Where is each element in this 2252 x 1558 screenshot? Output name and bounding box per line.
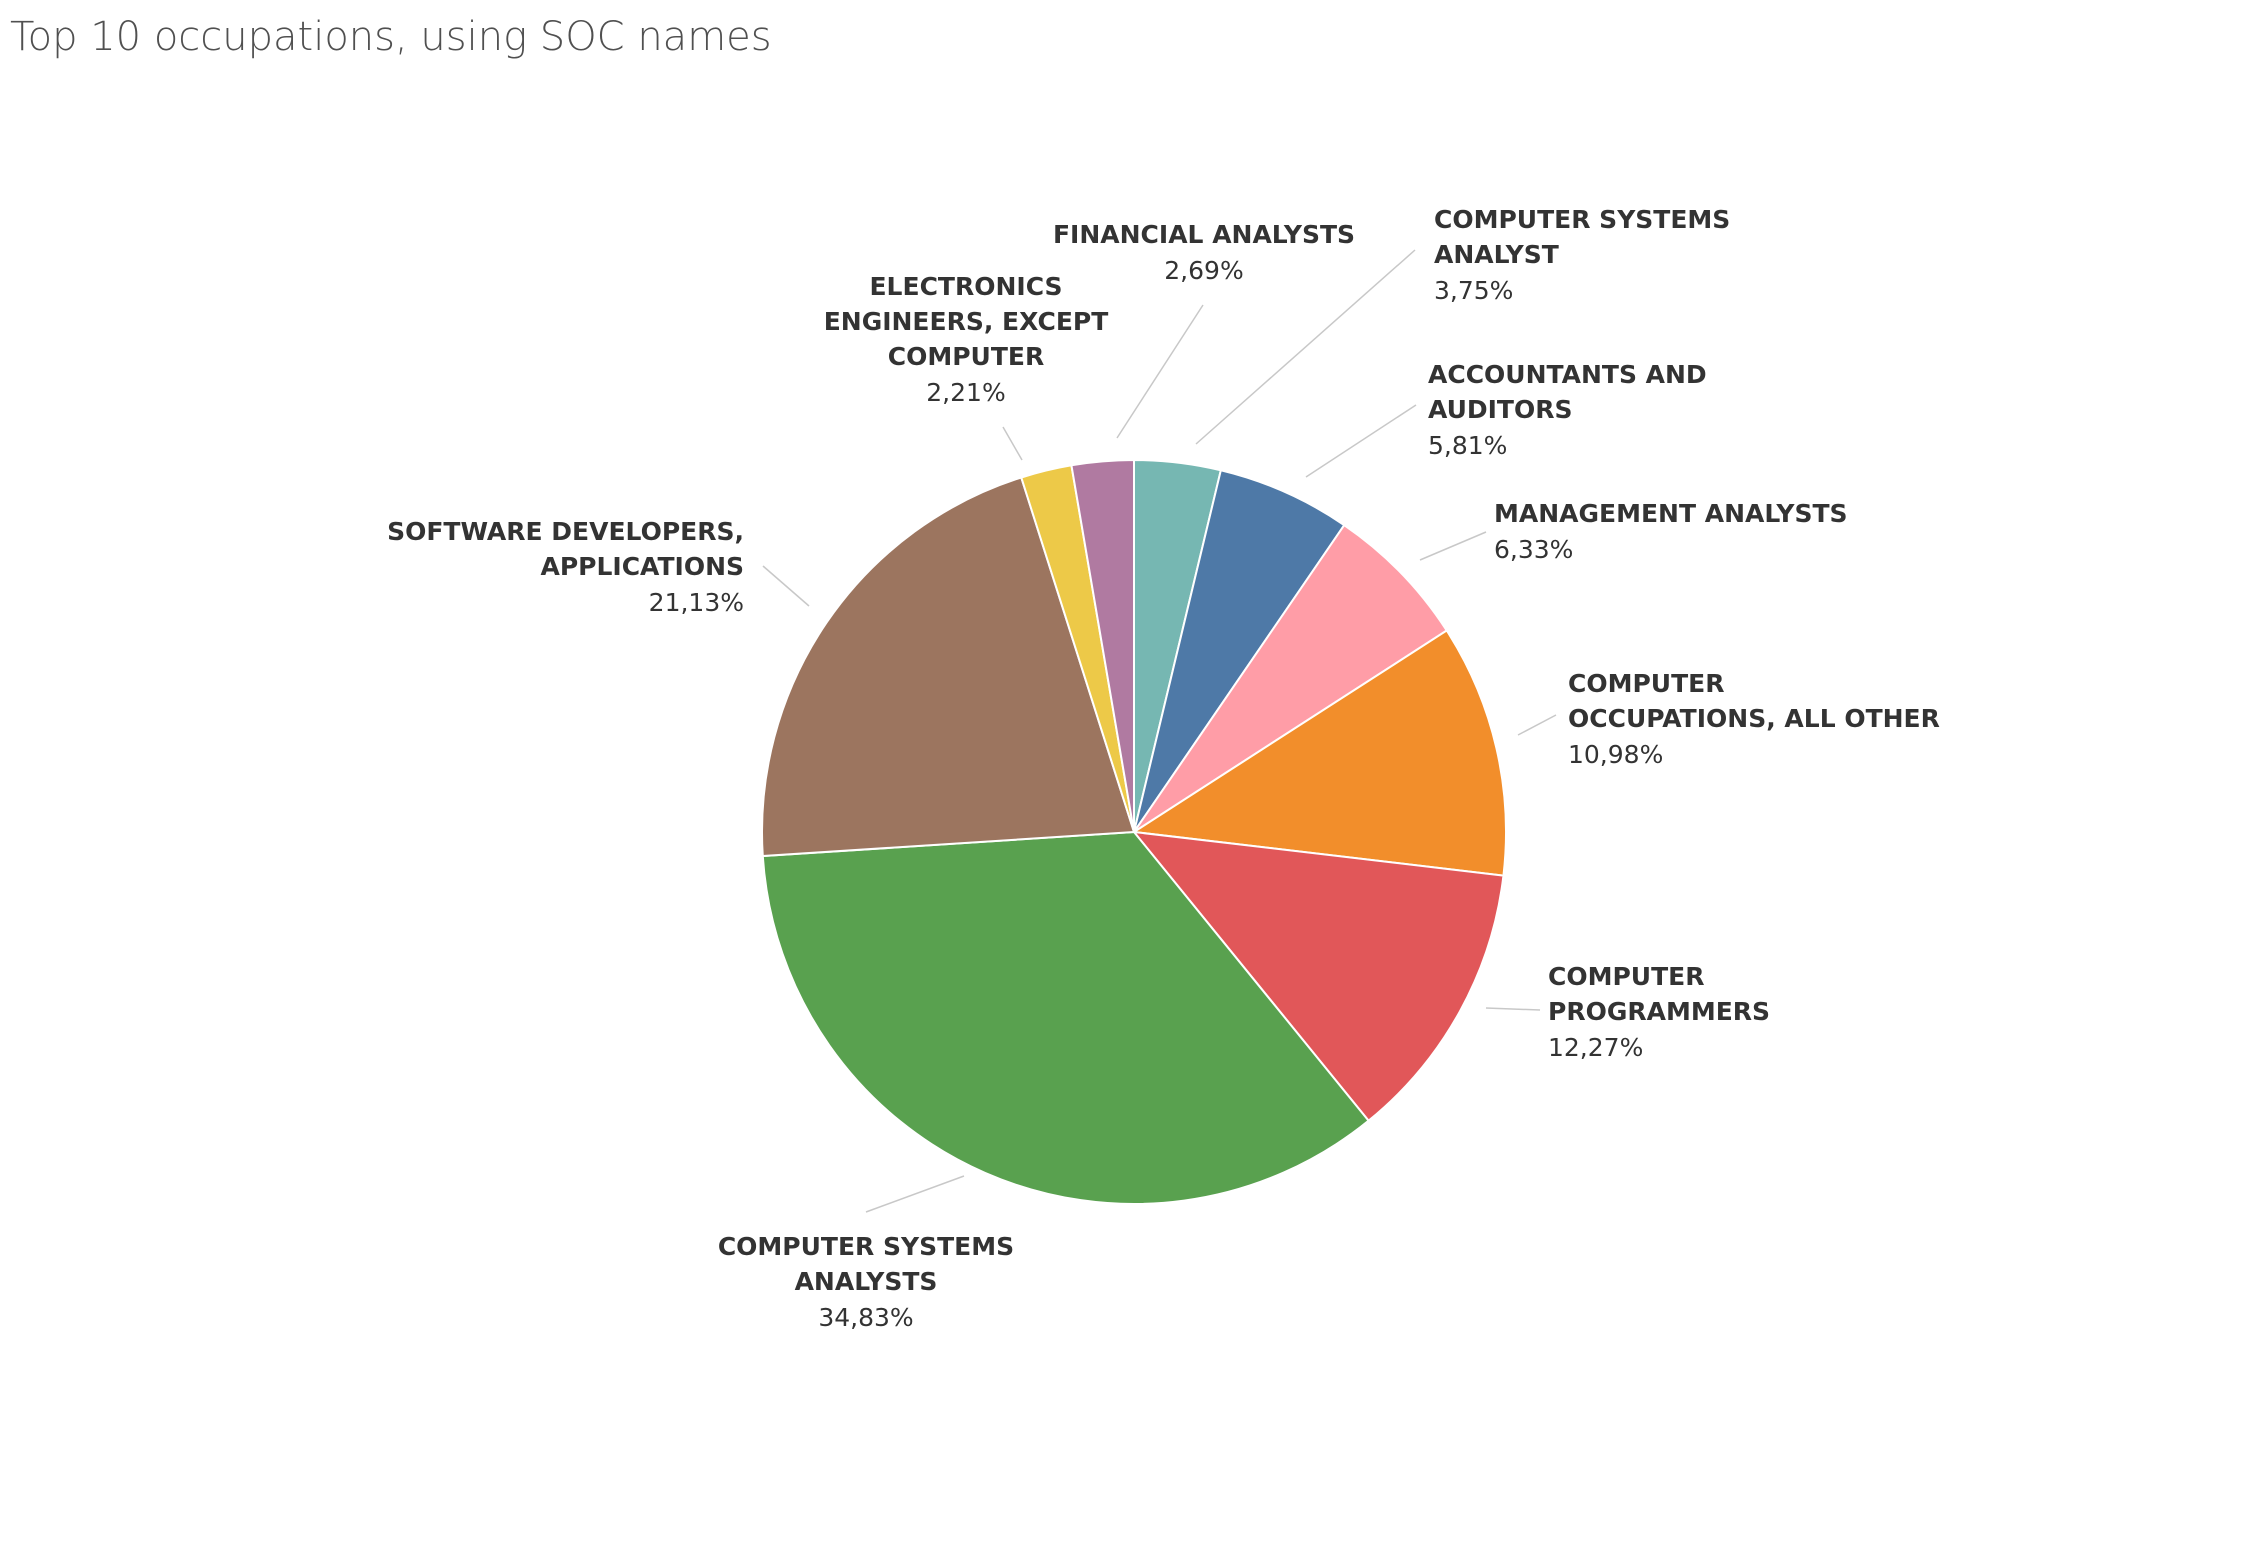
pie-slice-6[interactable] — [761, 830, 1370, 1205]
slice-label-text: OCCUPATIONS, ALL OTHER — [1568, 704, 1940, 733]
slice-label-3: MANAGEMENT ANALYSTS 6,33% — [1494, 499, 1848, 564]
slice-value-label: 10,98% — [1568, 740, 1663, 769]
leader-line-6 — [865, 1175, 965, 1213]
slice-label-text: MANAGEMENT ANALYSTS — [1494, 499, 1848, 528]
leader-lines — [762, 249, 1557, 1213]
slice-label-5: COMPUTER PROGRAMMERS 12,27% — [1548, 962, 1770, 1062]
leader-line-5 — [1485, 1007, 1541, 1011]
pie-slice-4[interactable] — [1131, 629, 1507, 877]
leader-line-1 — [1195, 249, 1416, 445]
leader-line-8 — [1002, 426, 1023, 461]
leader-line-4 — [1517, 714, 1557, 736]
slice-label-8: ELECTRONICS ENGINEERS, EXCEPT COMPUTER 2,21… — [824, 272, 1109, 407]
pie-slices — [761, 458, 1507, 1205]
slice-value-label: 12,27% — [1548, 1033, 1643, 1062]
pie-slice-7[interactable] — [761, 476, 1136, 858]
pie-slice-3[interactable] — [1133, 523, 1449, 833]
slice-label-text: APPLICATIONS — [540, 552, 744, 581]
slice-label-text: ANALYST — [1434, 240, 1559, 269]
leader-line-3 — [1419, 531, 1487, 561]
slice-value-label: 5,81% — [1428, 431, 1507, 460]
slice-label-text: ACCOUNTANTS AND — [1428, 360, 1707, 389]
slice-label-9: FINANCIAL ANALYSTS 2,69% — [1053, 220, 1355, 285]
slice-label-text: COMPUTER SYSTEMS — [718, 1232, 1014, 1261]
leader-line-7 — [762, 565, 810, 607]
slice-label-text: ENGINEERS, EXCEPT — [824, 307, 1109, 336]
slice-label-text: FINANCIAL ANALYSTS — [1053, 220, 1355, 249]
pie-slice-9[interactable] — [1070, 458, 1135, 833]
slice-label-2: ACCOUNTANTS AND AUDITORS 5,81% — [1428, 360, 1707, 460]
slice-value-label: 2,69% — [1164, 256, 1243, 285]
slice-label-text: ELECTRONICS — [869, 272, 1062, 301]
slice-value-label: 3,75% — [1434, 276, 1513, 305]
slice-label-4: COMPUTER OCCUPATIONS, ALL OTHER 10,98% — [1568, 669, 1940, 769]
slice-label-6: COMPUTER SYSTEMS ANALYSTS 34,83% — [718, 1232, 1014, 1332]
slice-label-text: PROGRAMMERS — [1548, 997, 1770, 1026]
slice-labels: COMPUTER SYSTEMS ANALYST 3,75% ACCOUNTANTS … — [387, 205, 1940, 1332]
slice-label-text: AUDITORS — [1428, 395, 1573, 424]
leader-line-9 — [1116, 304, 1204, 439]
slice-value-label: 21,13% — [649, 588, 744, 617]
slice-label-1: COMPUTER SYSTEMS ANALYST 3,75% — [1434, 205, 1730, 305]
slice-label-text: COMPUTER — [1568, 669, 1724, 698]
slice-label-text: COMPUTER — [888, 342, 1044, 371]
slice-label-text: ANALYSTS — [795, 1267, 938, 1296]
slice-label-7: SOFTWARE DEVELOPERS, APPLICATIONS 21,13% — [387, 517, 744, 617]
slice-value-label: 2,21% — [926, 378, 1005, 407]
slice-label-text: COMPUTER SYSTEMS — [1434, 205, 1730, 234]
slice-label-text: SOFTWARE DEVELOPERS, — [387, 517, 744, 546]
pie-slice-2[interactable] — [1133, 469, 1346, 833]
chart-title: Top 10 occupations, using SOC names — [10, 14, 772, 60]
slice-label-text: COMPUTER — [1548, 962, 1704, 991]
slice-value-label: 34,83% — [818, 1303, 913, 1332]
leader-line-2 — [1305, 404, 1417, 478]
pie-slice-5[interactable] — [1131, 830, 1505, 1123]
slice-value-label: 6,33% — [1494, 535, 1573, 564]
